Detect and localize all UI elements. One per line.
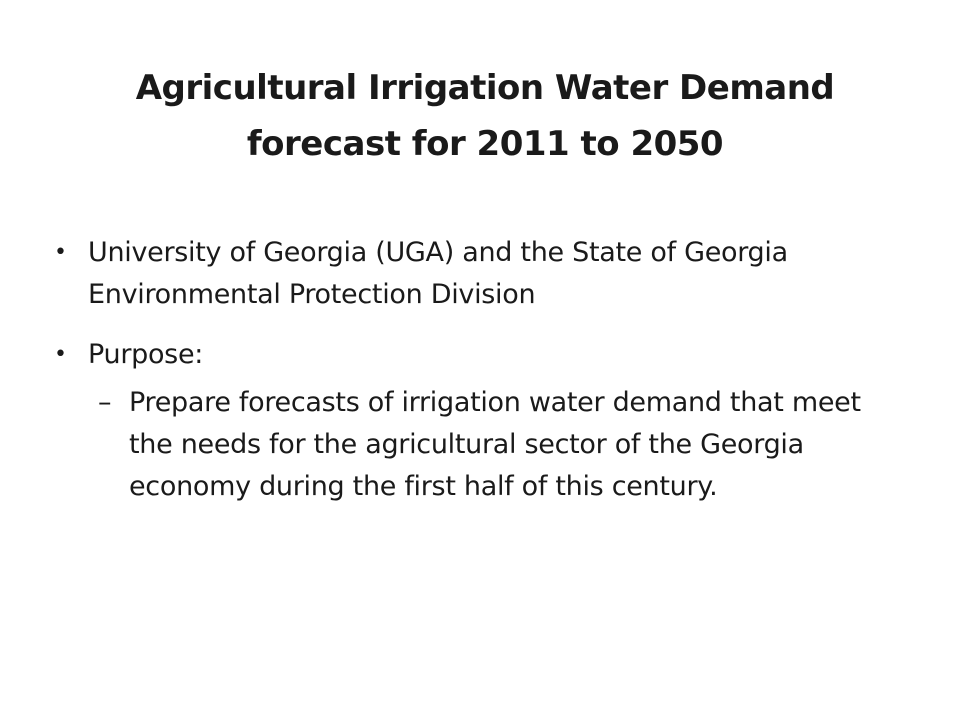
subbullet-text: Prepare forecasts of irrigation water de… (129, 387, 861, 502)
slide-title-line-2: forecast for 2011 to 2050 (246, 124, 724, 164)
slide-title: Agricultural Irrigation Water Demand for… (80, 60, 890, 172)
bullet-item-purpose: • Purpose: (48, 334, 898, 376)
bullet-icon: • (54, 240, 67, 265)
bullet-text: Purpose: (88, 339, 204, 370)
slide-title-line-1: Agricultural Irrigation Water Demand (135, 68, 835, 108)
bullet-item-organizations: • University of Georgia (UGA) and the St… (48, 232, 898, 316)
dash-icon: – (98, 387, 112, 418)
slide-content: • University of Georgia (UGA) and the St… (48, 232, 898, 508)
bullet-text: University of Georgia (UGA) and the Stat… (88, 237, 788, 310)
subbullet-item-forecast: – Prepare forecasts of irrigation water … (48, 382, 898, 508)
bullet-icon: • (54, 342, 67, 367)
